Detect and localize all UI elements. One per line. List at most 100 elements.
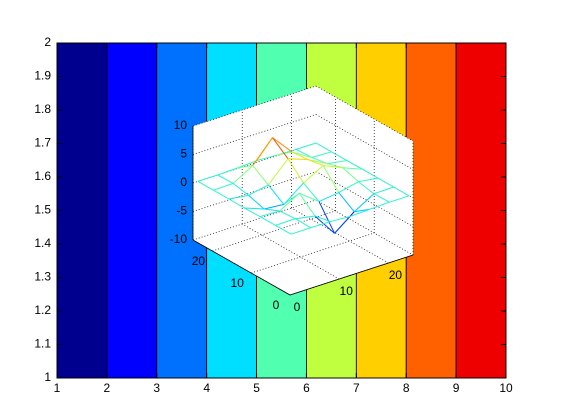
mesh-edge [244, 207, 261, 218]
band [106, 42, 158, 379]
mesh-edge [248, 184, 269, 196]
mesh-edge [290, 227, 311, 235]
y-tick-label: 0 [273, 298, 280, 312]
mesh-edge [296, 142, 317, 150]
mesh-edge [275, 218, 296, 226]
grid-line [251, 232, 375, 274]
x-tick-label: 20 [389, 268, 403, 282]
y-axis [192, 239, 291, 296]
mesh-edge [318, 201, 336, 234]
y-tick-label: 1.7 [34, 136, 51, 150]
grid-line [192, 114, 317, 155]
grid-line [291, 207, 389, 264]
mesh-edge [314, 215, 335, 234]
y-tick-label: 1 [44, 370, 51, 384]
x-tick-label: 5 [253, 381, 260, 395]
mesh-edge [294, 218, 311, 229]
y-tick-label: 1.1 [34, 337, 51, 351]
grid-line [315, 199, 414, 256]
y-tick-label: 1.4 [34, 236, 51, 250]
mesh-edge [232, 165, 254, 184]
mesh-edge [295, 215, 315, 220]
x-tick-label: 10 [340, 284, 354, 298]
z-tick-label: -10 [170, 232, 188, 246]
mesh-edge [252, 137, 273, 166]
mesh-edge [303, 165, 324, 184]
mesh-edge [369, 201, 390, 210]
mesh-edge [298, 192, 316, 217]
mesh-edge [315, 142, 332, 153]
mesh-edge [256, 154, 277, 161]
mesh-edge [279, 210, 296, 220]
x-tick-label: 6 [303, 381, 310, 395]
y-tick-label: 1.5 [34, 203, 51, 217]
mesh-edge [377, 177, 394, 188]
mesh-edge [299, 192, 320, 203]
z-tick-label: 5 [180, 147, 187, 161]
x-tick-label: 3 [153, 381, 160, 395]
mesh-edge [272, 137, 289, 160]
mesh-edge [228, 194, 249, 200]
band [56, 42, 108, 379]
mesh-edge [373, 193, 390, 203]
mesh-edge [373, 186, 394, 195]
x-tick-label: 4 [203, 381, 210, 395]
mesh-edge [259, 210, 280, 218]
mesh-edge [197, 180, 214, 191]
mesh-edge [323, 164, 343, 169]
mesh-edge [389, 195, 410, 203]
mesh-edge [232, 182, 249, 196]
mesh-edge [358, 177, 379, 183]
mesh-edge [314, 215, 331, 223]
mesh-edge [237, 165, 253, 169]
mesh-edge [292, 151, 312, 158]
grid-line [192, 199, 317, 241]
mesh-edge [296, 148, 313, 158]
mesh-edge [310, 221, 331, 229]
y-tick-label: 2 [44, 35, 51, 49]
mesh-edge [322, 165, 340, 193]
mesh-edge [283, 182, 304, 205]
grid-line [192, 171, 317, 212]
mesh-edge [275, 224, 292, 235]
mesh-edge [362, 168, 379, 179]
mesh-edge [217, 174, 234, 184]
grid-line [192, 85, 317, 127]
mesh-edge [330, 215, 351, 223]
mesh-edge [342, 167, 363, 170]
mesh-edge [213, 189, 230, 200]
mesh-edge [307, 159, 324, 166]
mesh-edge [346, 160, 363, 170]
mesh-edge [311, 151, 332, 158]
mesh-edge [213, 182, 234, 191]
mesh-edge [338, 192, 355, 213]
mesh-edge [197, 174, 218, 182]
y-tick-label: 1.3 [34, 270, 51, 284]
mesh-edge [349, 208, 370, 217]
mesh-edge [307, 159, 328, 165]
mesh-edge [353, 193, 375, 213]
z-tick-label: 10 [174, 118, 188, 132]
mesh-edge [279, 192, 300, 212]
z-tick-label: 0 [180, 175, 187, 189]
mesh-edge [252, 165, 269, 186]
mesh-edge [338, 181, 359, 193]
mesh-edge [217, 167, 238, 176]
mesh-edge [267, 184, 285, 205]
grid-line [315, 85, 414, 142]
y-tick-label: 1.9 [34, 69, 51, 83]
mesh-edge [259, 216, 276, 226]
z-tick-label: -5 [176, 204, 187, 218]
mesh-edge [327, 160, 348, 165]
mesh-edge [291, 151, 308, 160]
grid-line [242, 223, 340, 280]
mesh-edge [244, 207, 265, 210]
band [405, 42, 457, 379]
mesh-edge [237, 160, 258, 169]
y-tick-label: 1.8 [34, 102, 51, 116]
x-tick-label: 9 [453, 381, 460, 395]
x-tick-label: 0 [294, 300, 301, 314]
band [455, 42, 507, 379]
x-tick-label: 7 [353, 381, 360, 395]
x-tick-label: 1 [54, 381, 61, 395]
